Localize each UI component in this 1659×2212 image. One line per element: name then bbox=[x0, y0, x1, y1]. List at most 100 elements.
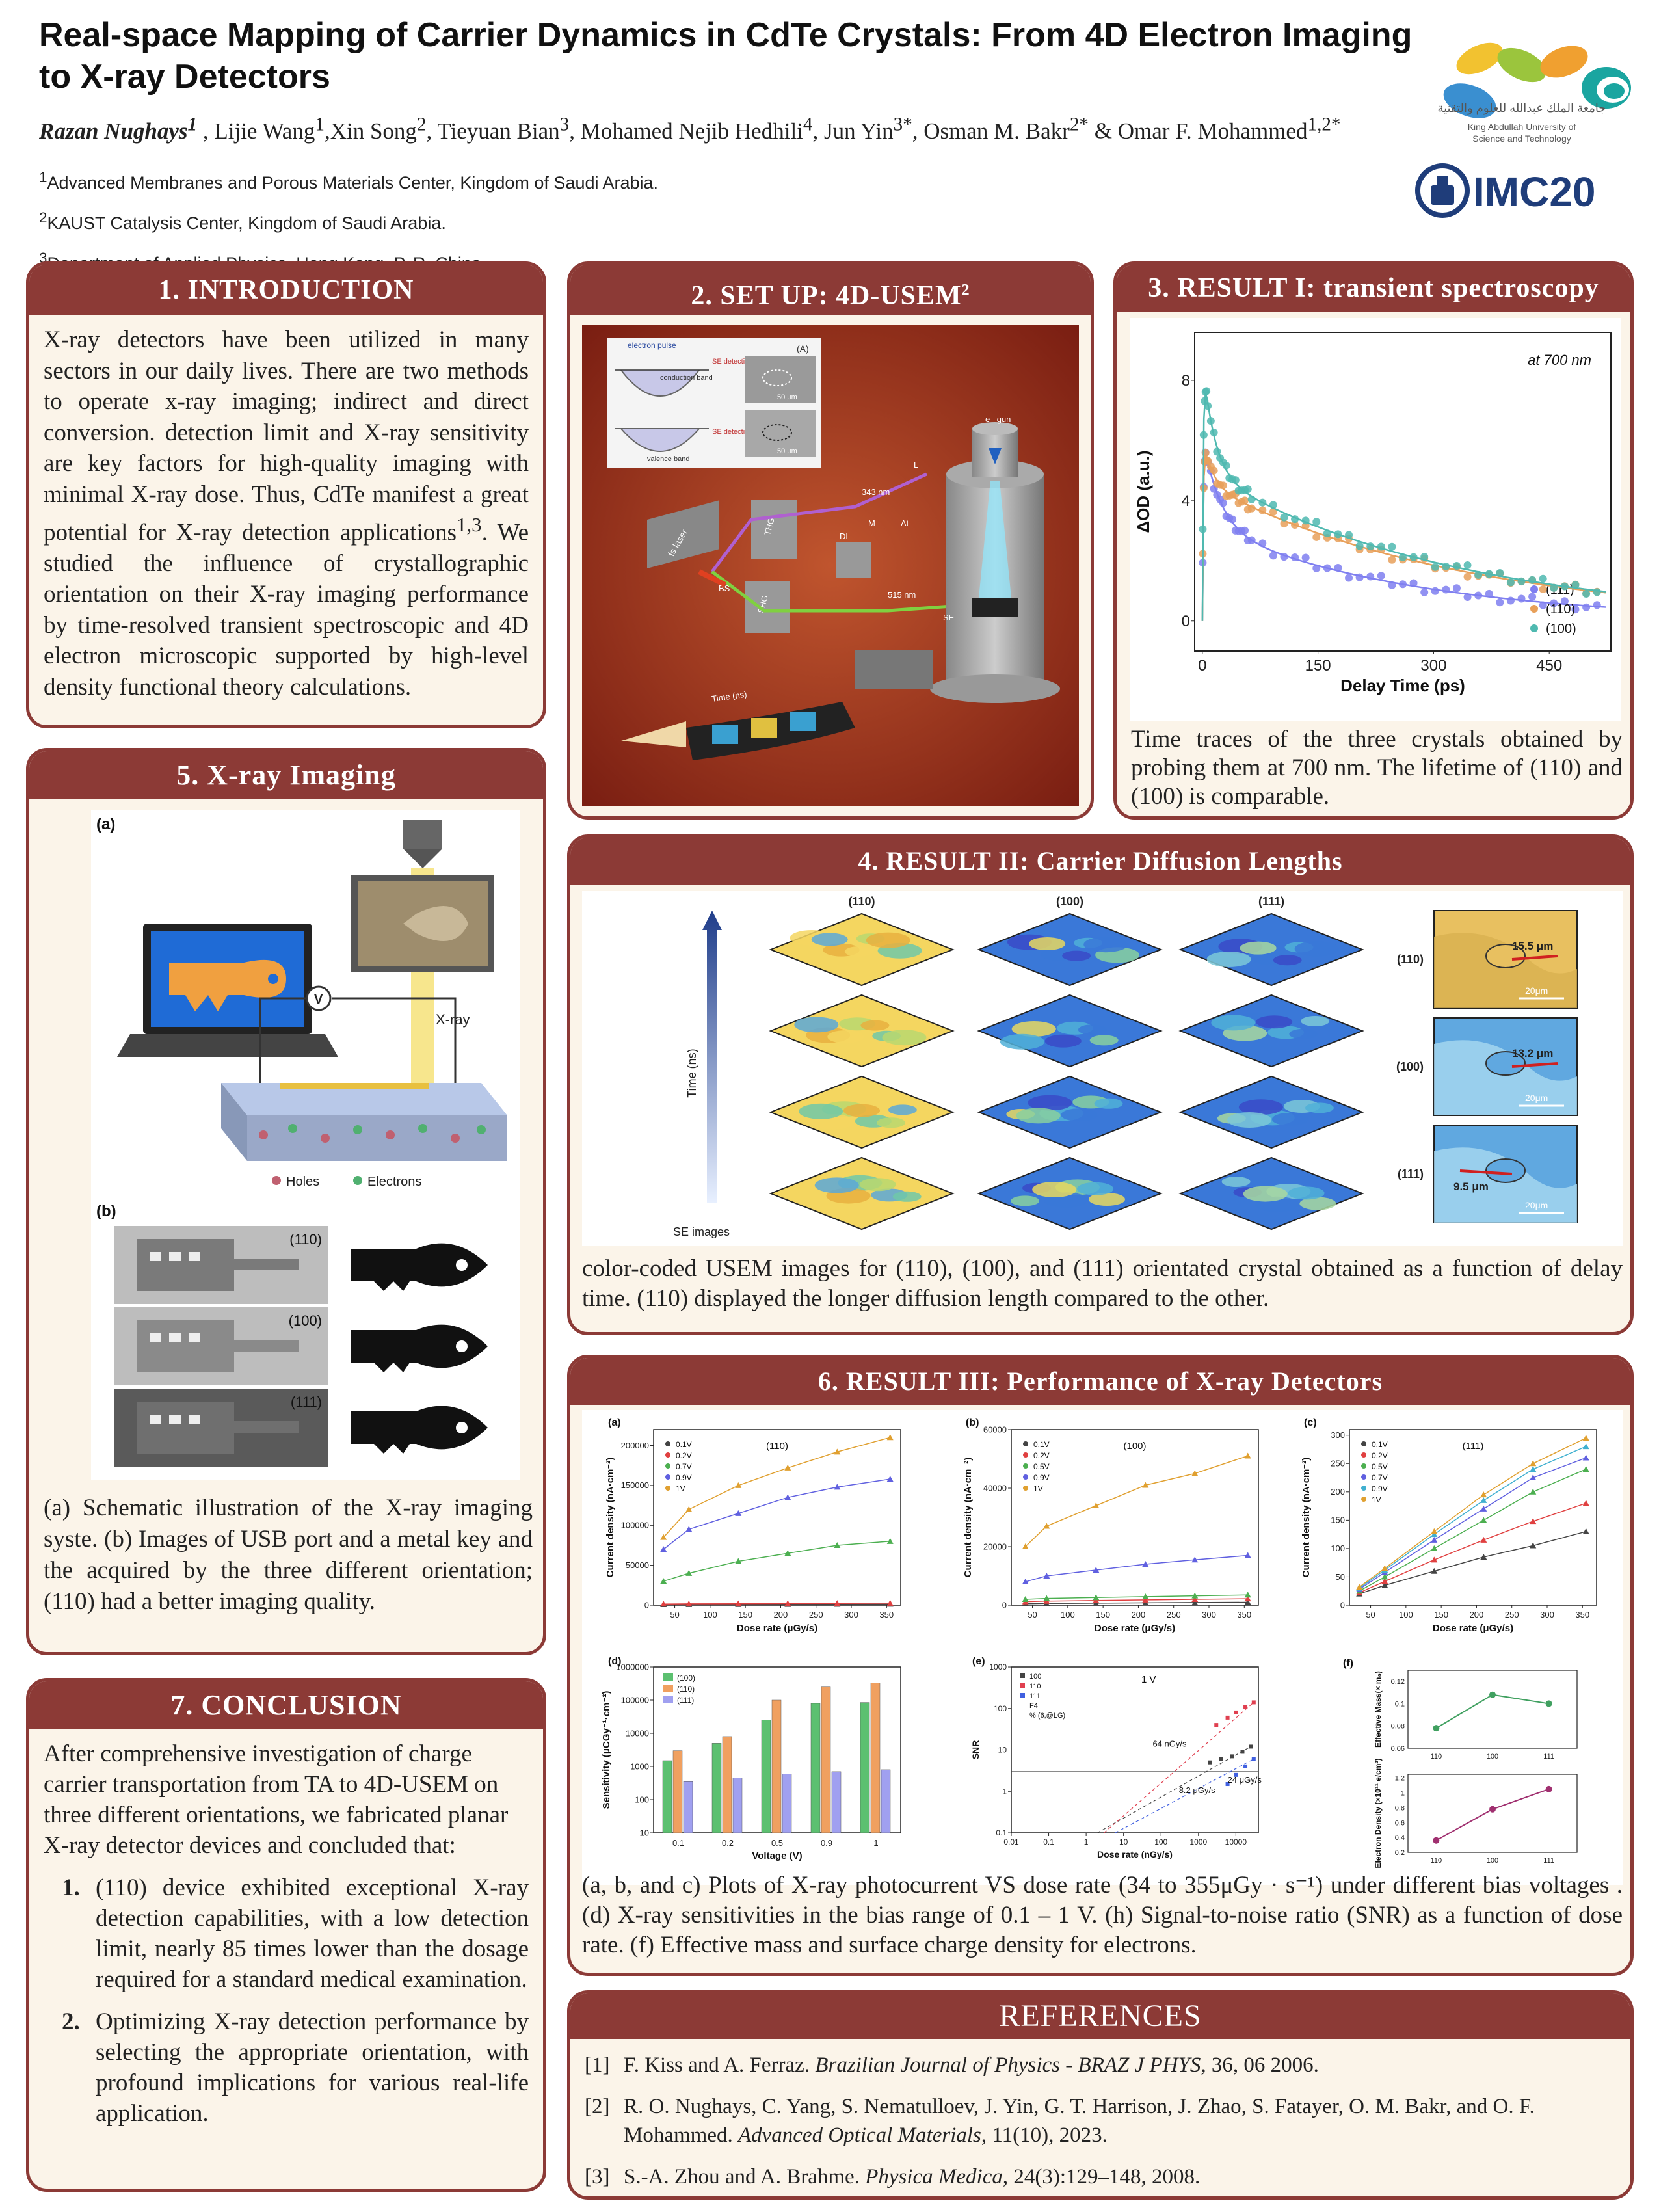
svg-text:e⁻ gun: e⁻ gun bbox=[985, 414, 1011, 424]
contour-blob bbox=[1227, 1112, 1271, 1128]
x-axis-label: Delay Time (ps) bbox=[1340, 676, 1465, 695]
snr-annotation: 8.2 μGy/s bbox=[1179, 1785, 1215, 1795]
series-line bbox=[1359, 1502, 1586, 1593]
usb-pin bbox=[169, 1415, 181, 1424]
data-point bbox=[1474, 591, 1483, 600]
contour-blob bbox=[1016, 1108, 1061, 1124]
references-panel: REFERENCES [1] F. Kiss and A. Ferraz. Bra… bbox=[567, 1990, 1634, 2200]
legend-marker bbox=[665, 1441, 670, 1446]
bar bbox=[771, 1699, 782, 1833]
svg-text:valence band: valence band bbox=[647, 455, 689, 463]
inset-label: (110) bbox=[1397, 953, 1424, 966]
x-tick-label: 300 bbox=[1420, 657, 1446, 674]
x-tick-label: 150 bbox=[1434, 1610, 1448, 1619]
y-tick-label: 0.6 bbox=[1395, 1819, 1405, 1827]
series-line bbox=[1025, 1598, 1248, 1603]
data-point bbox=[1489, 1806, 1496, 1813]
series-line bbox=[1025, 1594, 1248, 1600]
contour-blob bbox=[1243, 1186, 1288, 1202]
data-point bbox=[1043, 1523, 1050, 1529]
result2-caption: color-coded USEM images for (110), (100)… bbox=[582, 1255, 1623, 1312]
data-point bbox=[1142, 1561, 1149, 1567]
data-point bbox=[1480, 1553, 1487, 1560]
contour-blob bbox=[1294, 940, 1339, 957]
legend-entry: (100) bbox=[1546, 622, 1576, 636]
contour-blob bbox=[1078, 1024, 1107, 1035]
data-point bbox=[1409, 579, 1418, 587]
legend-entry: 0.2V bbox=[1372, 1451, 1388, 1460]
x-tick-label: 10000 bbox=[1225, 1837, 1247, 1846]
data-point bbox=[1442, 562, 1450, 570]
y-tick-label: 0 bbox=[1182, 613, 1190, 630]
panel-label: (e) bbox=[972, 1656, 985, 1667]
svg-text:L: L bbox=[914, 460, 918, 470]
series-line bbox=[663, 1541, 890, 1582]
data-point bbox=[1560, 582, 1569, 591]
usb-pin bbox=[150, 1415, 161, 1424]
x-tick-label: 0.5 bbox=[771, 1838, 783, 1848]
plot-frame bbox=[653, 1429, 901, 1606]
conclusion-intro: After comprehensive investigation of cha… bbox=[44, 1740, 509, 1859]
y-tick-label: 10 bbox=[640, 1828, 649, 1837]
transient-chart: 0 4 8 0 150 300 450 Delay Time (ps) ΔOD (a.u.) at… bbox=[1134, 332, 1612, 695]
data-point bbox=[735, 1600, 742, 1606]
data-point bbox=[1043, 1595, 1050, 1601]
xray-imaging-caption: (a) Schematic illustration of the X-ray … bbox=[44, 1495, 533, 1615]
result1-heading: 3. RESULT I: transient spectroscopy bbox=[1117, 265, 1630, 312]
data-point bbox=[1022, 1596, 1029, 1602]
contour-blob bbox=[1088, 1193, 1125, 1206]
contour-blob bbox=[1028, 1095, 1072, 1111]
y-tick-label: 1000 bbox=[989, 1662, 1007, 1672]
chart-annotation: at 700 nm bbox=[1528, 352, 1591, 368]
svg-text:THG: THG bbox=[762, 516, 776, 536]
fit-line bbox=[1104, 1701, 1254, 1833]
inset-label: (111) bbox=[1398, 1167, 1424, 1180]
contour-blob bbox=[1288, 1186, 1325, 1200]
contour-blob bbox=[1011, 1195, 1040, 1206]
x-tick-label: 111 bbox=[1543, 1753, 1554, 1761]
data-point bbox=[1545, 1700, 1552, 1707]
y-tick-label: 250 bbox=[1331, 1459, 1345, 1469]
data-point bbox=[1251, 1700, 1256, 1705]
legend-marker bbox=[1361, 1474, 1366, 1480]
legend-entry: 0.9V bbox=[1372, 1484, 1388, 1493]
author-2: Lijie Wang1 bbox=[214, 114, 325, 144]
y-tick-label: 200 bbox=[1331, 1487, 1345, 1497]
y-tick-label: 60000 bbox=[983, 1424, 1007, 1434]
data-point bbox=[1258, 506, 1267, 514]
data-point bbox=[1199, 431, 1208, 439]
svg-text:Time (ns): Time (ns) bbox=[711, 689, 747, 704]
contour-blob bbox=[1011, 1021, 1056, 1037]
conclusion-item: 1. (110) device exhibited exceptional X-r… bbox=[62, 1874, 529, 1993]
legend-marker bbox=[1023, 1486, 1028, 1491]
x-tick-label: 1 bbox=[873, 1838, 878, 1848]
y-tick-label: 50 bbox=[1336, 1572, 1345, 1582]
legend-entry: 100 bbox=[1029, 1673, 1041, 1681]
data-point bbox=[1593, 588, 1601, 596]
series-line bbox=[1359, 1446, 1586, 1589]
legend-swatch bbox=[663, 1696, 673, 1703]
data-point bbox=[1225, 1782, 1230, 1787]
data-point bbox=[1355, 542, 1364, 550]
series-line bbox=[1435, 1788, 1550, 1841]
data-point bbox=[1485, 570, 1493, 578]
panel-inset-label: (111) bbox=[1463, 1441, 1484, 1452]
diffusion-arrow bbox=[1459, 1169, 1513, 1175]
plot-frame bbox=[1407, 1670, 1578, 1749]
x-axis-label: Dose rate (μGy/s) bbox=[737, 1623, 817, 1634]
data-point bbox=[1093, 1597, 1100, 1603]
usb-cable bbox=[234, 1340, 299, 1352]
data-point bbox=[1301, 516, 1310, 525]
x-tick-label: 50 bbox=[670, 1610, 679, 1619]
plot-frame bbox=[1349, 1429, 1597, 1606]
series-line bbox=[1025, 1554, 1248, 1582]
x-tick-label: 1000 bbox=[1189, 1837, 1207, 1846]
x-tick-label: 100 bbox=[1399, 1610, 1413, 1619]
svg-text:X-ray: X-ray bbox=[436, 1011, 470, 1028]
data-point bbox=[1199, 525, 1207, 533]
x-axis-label: Voltage (V) bbox=[752, 1850, 802, 1861]
data-point bbox=[1022, 1579, 1029, 1584]
data-point bbox=[1560, 597, 1569, 606]
y-tick-label: 10 bbox=[998, 1746, 1007, 1755]
data-point bbox=[886, 1476, 894, 1482]
